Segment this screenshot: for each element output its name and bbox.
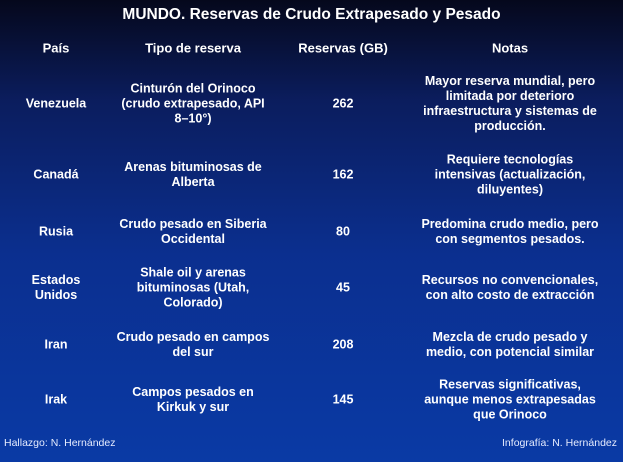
cell-reservas: 262 [332, 96, 354, 111]
header-pais: País [42, 40, 70, 56]
cell-notas: Reservas significativas, aunque menos ext… [424, 378, 596, 423]
header-reservas: Reservas (GB) [298, 40, 388, 56]
header-tipo: Tipo de reserva [145, 40, 241, 56]
cell-pais: Irak [44, 392, 68, 407]
cell-tipo-line: bituminosas (Utah, [136, 280, 250, 295]
cell-tipo-line: Alberta [171, 175, 215, 189]
cell-tipo-line: Cinturón del Orinoco [130, 81, 256, 96]
cell-notas: Recursos no convencionales, con alto cost… [422, 273, 598, 303]
cell-tipo-line: Campos pesados en [132, 385, 254, 399]
footer-credit-left: Hallazgo: N. Hernández [4, 437, 116, 449]
cell-notas-line: Requiere tecnologías [446, 152, 574, 167]
cell-pais: Estados Unidos [32, 273, 81, 303]
cell-notas: Predomina crudo medio, pero con segmentos… [421, 217, 598, 247]
cell-tipo: Crudo pesado en Siberia Occidental [119, 217, 266, 247]
cell-tipo-line: 8–10°) [174, 111, 212, 126]
cell-notas-line: Mezcla de crudo pesado y [432, 330, 588, 344]
cell-reservas: 162 [332, 167, 354, 182]
cell-notas-line: con segmentos pesados. [435, 232, 585, 246]
cell-reservas: 208 [332, 337, 354, 352]
slide-title: MUNDO. Reservas de Crudo Extrapesado y P… [122, 6, 501, 23]
cell-notas-line: Predomina crudo medio, pero [421, 217, 599, 231]
cell-notas-line: medio, con potencial similar [425, 345, 595, 359]
cell-notas: Requiere tecnologías intensivas (actualiz… [435, 153, 586, 198]
footer-credit-right: Infografía: N. Hernández [502, 437, 617, 449]
cell-reservas: 45 [336, 280, 350, 295]
cell-tipo-line: Occidental [161, 232, 225, 246]
cell-tipo: Arenas bituminosas de Alberta [124, 160, 262, 190]
cell-notas-line: infraestructura y sistemas de [423, 104, 597, 118]
cell-tipo-line: Crudo pesado en Siberia [119, 217, 267, 231]
cell-notas-line: producción. [474, 119, 546, 133]
cell-tipo: Campos pesados en Kirkuk y sur [132, 385, 254, 415]
cell-notas: Mayor reserva mundial, pero limitada por … [423, 74, 597, 134]
cell-notas: Mezcla de crudo pesado y medio, con poten… [426, 330, 594, 360]
cell-notas-line: Mayor reserva mundial, pero [424, 74, 596, 88]
cell-tipo: Shale oil y arenas bituminosas (Utah, Colo… [137, 266, 250, 311]
cell-tipo: Cinturón del Orinoco (crudo extrapesado, … [121, 82, 264, 127]
cell-reservas: 145 [332, 392, 354, 407]
cell-pais: Venezuela [25, 96, 87, 111]
cell-notas-line: Recursos no convencionales, [421, 273, 599, 287]
cell-pais-line: Unidos [34, 288, 78, 302]
cell-tipo: Crudo pesado en campos del sur [117, 330, 270, 360]
cell-tipo-line: Crudo pesado en campos [116, 330, 270, 344]
header-notas: Notas [491, 40, 529, 56]
cell-tipo-line: Shale oil y arenas [140, 265, 246, 280]
cell-tipo-line: del sur [172, 345, 214, 359]
cell-notas-line: Reservas significativas, [439, 377, 581, 392]
cell-pais: Iran [44, 337, 68, 352]
cell-notas-line: limitada por deterioro [445, 89, 575, 103]
cell-pais: Rusia [38, 224, 74, 239]
cell-pais-line: Estados [31, 273, 81, 287]
cell-pais: Canadá [33, 167, 79, 182]
cell-tipo-line: Arenas bituminosas de [124, 160, 262, 174]
cell-notas-line: intensivas (actualización, [434, 167, 586, 182]
cell-notas-line: que Orinoco [473, 407, 547, 422]
cell-tipo-line: Colorado) [163, 295, 223, 310]
cell-notas-line: con alto costo de extracción [425, 288, 595, 302]
cell-notas-line: diluyentes) [477, 182, 543, 197]
cell-notas-line: aunque menos extrapesadas [424, 392, 596, 407]
cell-reservas: 80 [336, 224, 350, 239]
cell-tipo-line: (crudo extrapesado, API [121, 96, 265, 111]
cell-tipo-line: Kirkuk y sur [156, 400, 230, 414]
